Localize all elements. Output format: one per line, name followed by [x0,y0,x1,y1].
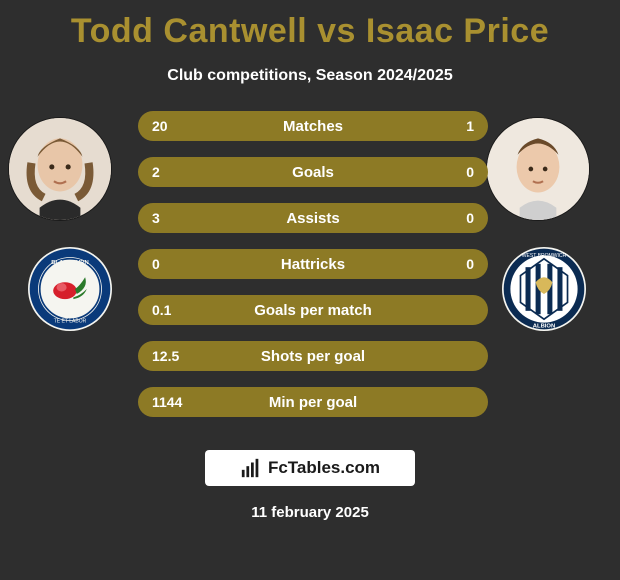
stat-right-value: 1 [466,118,474,134]
stat-label: Matches [283,118,343,135]
stat-row: 2 Goals 0 [138,157,488,187]
stat-left-value: 1144 [152,394,182,410]
svg-text:ALBION: ALBION [533,324,555,330]
stat-right-value: 0 [466,164,474,180]
stat-left-value: 0.1 [152,302,171,318]
stat-row: 0.1 Goals per match [138,295,488,325]
stat-row: 0 Hattricks 0 [138,249,488,279]
blackburn-badge-icon: BLACKBURN TE ET LABOR [28,247,112,331]
stat-label: Min per goal [269,394,357,411]
stat-row: 20 Matches 1 [138,111,488,141]
stat-row: 1144 Min per goal [138,387,488,417]
stat-right-value: 0 [466,210,474,226]
stat-label: Goals per match [254,302,372,319]
stat-left-value: 20 [152,118,168,134]
page-subtitle: Club competitions, Season 2024/2025 [0,67,620,85]
player-left-face-icon [9,118,111,220]
stat-left-value: 0 [152,256,160,272]
footer: FcTables.com 11 february 2025 [0,450,620,521]
chart-icon [240,457,262,479]
club-badge-left: BLACKBURN TE ET LABOR [28,247,112,331]
svg-text:TE ET LABOR: TE ET LABOR [54,319,87,325]
stat-label: Shots per goal [261,348,365,365]
stats-list: 20 Matches 1 2 Goals 0 3 Assists 0 0 Hat… [138,111,488,433]
svg-text:WEST BROMWICH: WEST BROMWICH [522,253,567,259]
stat-left-value: 2 [152,164,160,180]
player-left-avatar [8,117,112,221]
svg-text:BLACKBURN: BLACKBURN [51,260,88,266]
stat-label: Goals [292,164,334,181]
page-title: Todd Cantwell vs Isaac Price [0,0,620,51]
footer-date: 11 february 2025 [251,504,369,521]
stat-left-value: 3 [152,210,160,226]
stat-row: 12.5 Shots per goal [138,341,488,371]
stat-label: Assists [286,210,339,227]
stat-right-value: 0 [466,256,474,272]
stat-left-value: 12.5 [152,348,179,364]
stat-row: 3 Assists 0 [138,203,488,233]
player-right-face-icon [487,118,589,220]
player-right-avatar [486,117,590,221]
brand-text: FcTables.com [268,458,380,478]
comparison-panel: BLACKBURN TE ET LABOR WEST BROMWICH ALBI… [0,107,620,427]
brand-box: FcTables.com [205,450,415,486]
club-badge-right: WEST BROMWICH ALBION [502,247,586,331]
stat-label: Hattricks [281,256,345,273]
wba-badge-icon: WEST BROMWICH ALBION [502,247,586,331]
